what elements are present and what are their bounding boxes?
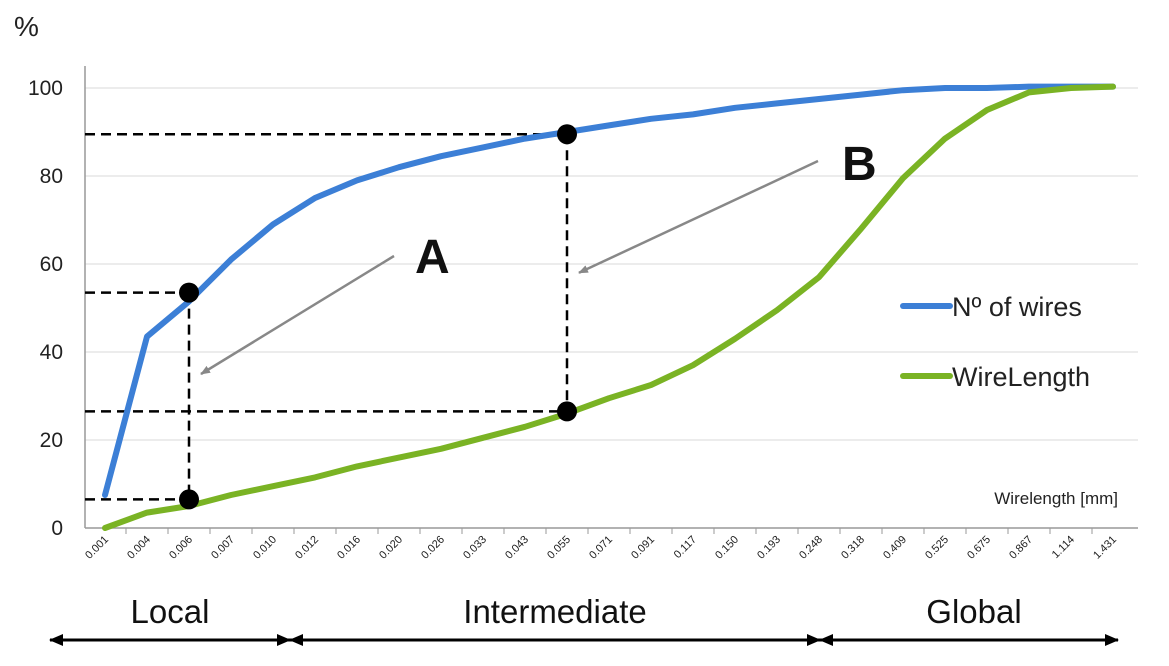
marker-dot: [557, 124, 577, 145]
y-tick-label: 20: [40, 429, 63, 452]
x-tick-label: 0.867: [1007, 534, 1035, 562]
x-tick-label: 0.117: [672, 534, 699, 561]
annotation-label: A: [415, 231, 450, 284]
y-ticks: 0 20 40 60 80 100: [28, 77, 63, 540]
legend: Nº of wires WireLength: [900, 292, 1090, 392]
x-tick-label: 0.001: [83, 534, 111, 562]
legend-label: WireLength: [952, 362, 1090, 392]
annotation-arrow: [578, 159, 819, 274]
y-tick-label: 80: [40, 165, 63, 188]
x-tick-label: 0.675: [965, 534, 993, 562]
x-tick-label: 0.006: [167, 534, 195, 562]
x-tick-label: 0.409: [881, 534, 909, 562]
y-tick-label: 40: [40, 341, 63, 364]
annotation-label: B: [842, 138, 877, 191]
regions: Local Intermediate Global: [49, 593, 1119, 646]
x-tick-label: 0.020: [377, 534, 405, 562]
y-tick-label: 0: [51, 517, 63, 540]
x-tick-label: 1.114: [1050, 534, 1077, 561]
region-label: Global: [926, 593, 1021, 630]
legend-label: Nº of wires: [952, 292, 1082, 322]
region-label: Local: [131, 593, 210, 630]
series-line: [102, 83, 1116, 498]
marker-dot: [179, 282, 199, 303]
y-tick-label: 60: [40, 253, 63, 276]
x-tick-label: 0.004: [125, 534, 153, 562]
x-tick-label: 0.010: [251, 534, 279, 562]
x-tick-label: 0.026: [419, 534, 447, 562]
x-tick-label: 0.318: [839, 534, 867, 562]
x-tick-label: 0.193: [755, 534, 783, 562]
region-label: Intermediate: [463, 593, 646, 630]
x-tick-label: 0.007: [209, 534, 237, 562]
x-tick-label: 0.016: [335, 534, 363, 562]
markers: [179, 124, 577, 510]
x-tick-label: 0.043: [503, 534, 531, 562]
x-tick-label: 0.071: [587, 534, 615, 562]
marker-dot: [179, 489, 199, 510]
x-tick-label: 0.248: [797, 534, 825, 562]
x-ticks: 0.001 0.004 0.006 0.007 0.010 0.012 0.016 0.020…: [83, 534, 1119, 562]
x-tick-label: 0.012: [293, 534, 321, 562]
y-tick-label: 100: [28, 77, 63, 100]
x-tick-label: 0.055: [545, 534, 573, 562]
x-axis-label: Wirelength [mm]: [994, 489, 1118, 508]
annotations: AB: [200, 138, 877, 376]
marker-dot: [557, 401, 577, 422]
x-tick-label: 0.150: [713, 534, 741, 562]
annotation-arrow: [200, 254, 395, 376]
axes: [84, 66, 1138, 534]
x-tick-label: 1.431: [1091, 534, 1119, 562]
gridlines: [85, 87, 1138, 441]
series-line: [102, 83, 1116, 531]
y-axis-label: %: [14, 11, 39, 42]
guide-lines: [85, 132, 569, 501]
series-lines: [102, 83, 1116, 531]
x-tick-label: 0.525: [923, 534, 951, 562]
x-tick-label: 0.033: [461, 534, 489, 562]
x-tick-label: 0.091: [629, 534, 657, 562]
